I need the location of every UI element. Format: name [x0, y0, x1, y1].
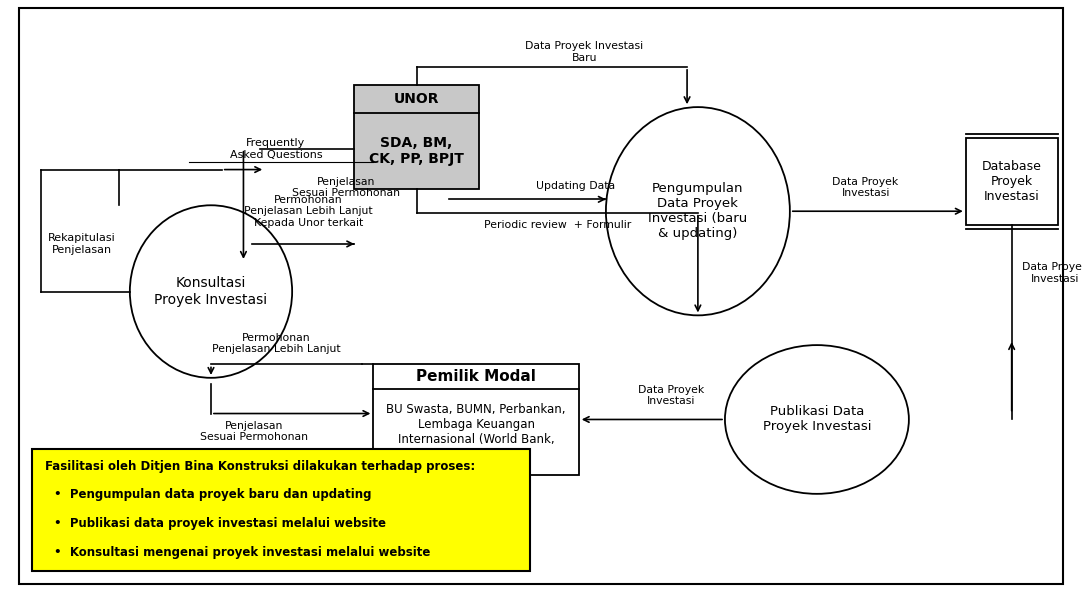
Bar	[966, 138, 1057, 224]
Text: Konsultasi
Proyek Investasi: Konsultasi Proyek Investasi	[155, 277, 267, 306]
Text: SDA, BM,
CK, PP, BPJT: SDA, BM, CK, PP, BPJT	[369, 136, 464, 166]
Text: Penjelasan
Sesuai Permohonan: Penjelasan Sesuai Permohonan	[200, 421, 308, 442]
Text: Updating Data: Updating Data	[536, 181, 615, 191]
Text: UNOR: UNOR	[394, 92, 439, 106]
Text: Permohonan
Penjelasan Lebih Lanjut
Kepada Unor terkait: Permohonan Penjelasan Lebih Lanjut Kepad…	[245, 195, 372, 228]
Text: •  Pengumpulan data proyek baru dan updating: • Pengumpulan data proyek baru dan updat…	[54, 488, 371, 502]
Text: Permohonan
Penjelasan Lebih Lanjut: Permohonan Penjelasan Lebih Lanjut	[212, 333, 340, 355]
Text: Frequently
Asked Questions: Frequently Asked Questions	[229, 138, 322, 159]
Text: Pengumpulan
Data Proyek
Investasi (baru
& updating): Pengumpulan Data Proyek Investasi (baru …	[648, 182, 748, 240]
Text: Rekapitulasi
Penjelasan: Rekapitulasi Penjelasan	[49, 233, 116, 255]
Bar	[355, 85, 478, 189]
Text: •  Publikasi data proyek investasi melalui website: • Publikasi data proyek investasi melalu…	[54, 517, 386, 530]
Bar	[32, 449, 530, 571]
Text: Fasilitasi oleh Ditjen Bina Konstruksi dilakukan terhadap proses:: Fasilitasi oleh Ditjen Bina Konstruksi d…	[45, 460, 476, 473]
Text: Data Proyek
Investasi: Data Proyek Investasi	[1021, 262, 1082, 284]
Bar	[373, 364, 579, 475]
Text: Data Proyek
Investasi: Data Proyek Investasi	[637, 385, 704, 406]
Text: •  Konsultasi mengenai proyek investasi melalui website: • Konsultasi mengenai proyek investasi m…	[54, 546, 431, 559]
Text: Database
Proyek
Investasi: Database Proyek Investasi	[981, 160, 1042, 203]
Text: Periodic review  + Formulir: Periodic review + Formulir	[484, 220, 631, 230]
Text: Pemilik Modal: Pemilik Modal	[417, 369, 536, 384]
Text: BU Swasta, BUMN, Perbankan,
Lembaga Keuangan
Internasional (World Bank,
ADB, IFC: BU Swasta, BUMN, Perbankan, Lembaga Keua…	[386, 403, 566, 461]
Text: Data Proyek
Investasi: Data Proyek Investasi	[832, 177, 899, 198]
Text: Penjelasan
Sesuai Permohonan: Penjelasan Sesuai Permohonan	[292, 177, 400, 198]
Text: Data Proyek Investasi
Baru: Data Proyek Investasi Baru	[525, 41, 644, 63]
Text: Publikasi Data
Proyek Investasi: Publikasi Data Proyek Investasi	[763, 405, 871, 434]
